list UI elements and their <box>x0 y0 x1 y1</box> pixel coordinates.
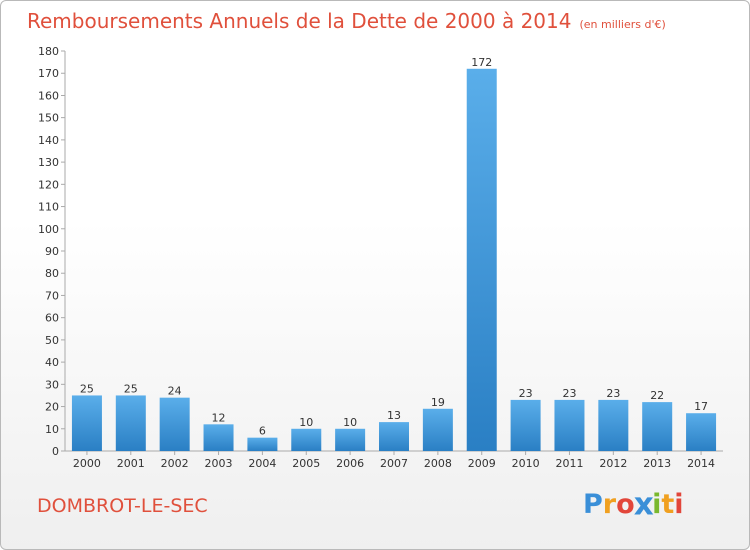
y-tick-label: 100 <box>38 223 59 236</box>
chart-title: Remboursements Annuels de la Dette de 20… <box>27 9 666 33</box>
bar <box>554 399 585 451</box>
y-tick-label: 40 <box>45 356 59 369</box>
x-tick-label: 2011 <box>555 457 583 470</box>
x-tick-label: 2014 <box>687 457 715 470</box>
x-tick-label: 2007 <box>380 457 408 470</box>
y-tick-label: 70 <box>45 289 59 302</box>
bar <box>422 408 453 451</box>
x-tick-label: 2008 <box>424 457 452 470</box>
x-tick-label: 2010 <box>512 457 540 470</box>
bar <box>71 395 102 451</box>
bar <box>159 397 190 451</box>
bar-value-label: 23 <box>519 387 533 400</box>
bar-value-label: 13 <box>387 409 401 422</box>
y-tick-label: 90 <box>45 245 59 258</box>
bar-value-label: 22 <box>650 389 664 402</box>
chart-subtitle: (en milliers d'€) <box>579 18 666 31</box>
commune-name: DOMBROT-LE-SEC <box>37 495 208 517</box>
bar-value-label: 23 <box>562 387 576 400</box>
chart-title-text: Remboursements Annuels de la Dette de 20… <box>27 9 572 33</box>
bar-value-label: 172 <box>471 56 492 69</box>
bar-value-label: 24 <box>168 385 182 398</box>
bar <box>379 422 409 451</box>
bar <box>466 68 497 452</box>
x-tick-label: 2006 <box>336 457 364 470</box>
x-tick-label: 2004 <box>248 457 276 470</box>
y-tick-label: 50 <box>45 334 59 347</box>
bar-value-label: 25 <box>124 382 138 395</box>
x-tick-label: 2012 <box>599 457 627 470</box>
x-tick-label: 2000 <box>73 457 101 470</box>
y-tick-label: 120 <box>38 178 59 191</box>
x-axis: 2000 2001 2002 2003 2004 2005 2006 2007 2008 2009… <box>65 450 723 470</box>
y-tick-label: 150 <box>38 112 59 125</box>
y-tick-label: 10 <box>45 423 59 436</box>
y-tick-label: 80 <box>45 267 59 280</box>
x-tick-label: 2003 <box>205 457 233 470</box>
bar <box>291 428 322 451</box>
bar-value-label: 12 <box>212 411 226 424</box>
data-labels: 25 25 24 12 6 10 10 13 19 172 23 23 23 22 17 <box>80 56 708 438</box>
x-tick-label: 2005 <box>292 457 320 470</box>
logo-letter: r <box>602 489 617 520</box>
x-tick-label: 2013 <box>643 457 671 470</box>
logo-letter: t <box>661 489 675 520</box>
y-axis: 0 10 20 30 40 50 60 70 80 90 100 110 120 130 140 150 160… <box>38 45 66 458</box>
bar <box>598 399 629 451</box>
logo-letter: P <box>583 489 603 520</box>
logo-letter: o <box>616 489 635 520</box>
y-tick-label: 30 <box>45 378 59 391</box>
y-tick-label: 170 <box>38 67 59 80</box>
bar-value-label: 10 <box>299 416 313 429</box>
bar-value-label: 10 <box>343 416 357 429</box>
bar <box>510 399 541 451</box>
y-tick-label: 20 <box>45 401 59 414</box>
bar-value-label: 25 <box>80 382 94 395</box>
bar-value-label: 17 <box>694 400 708 413</box>
bar <box>686 413 717 451</box>
y-tick-label: 0 <box>52 445 59 458</box>
bar <box>247 437 278 451</box>
bar <box>115 395 146 451</box>
y-tick-label: 130 <box>38 156 59 169</box>
y-tick-label: 110 <box>38 201 59 214</box>
logo-letter: i <box>652 489 662 520</box>
proxiti-logo[interactable]: Proxiti <box>583 486 684 523</box>
bars <box>71 68 717 452</box>
x-tick-label: 2009 <box>468 457 496 470</box>
logo-letter: x <box>633 486 654 523</box>
y-tick-label: 140 <box>38 134 59 147</box>
y-tick-label: 60 <box>45 312 59 325</box>
bar <box>335 428 366 451</box>
x-tick-label: 2002 <box>161 457 189 470</box>
bar-value-label: 6 <box>259 425 266 438</box>
logo-letter: i <box>674 489 684 520</box>
y-tick-label: 160 <box>38 89 59 102</box>
bar-value-label: 23 <box>606 387 620 400</box>
bar <box>642 402 673 451</box>
x-tick-label: 2001 <box>117 457 145 470</box>
bar <box>203 424 234 451</box>
y-tick-label: 180 <box>38 45 59 58</box>
bar-value-label: 19 <box>431 396 445 409</box>
